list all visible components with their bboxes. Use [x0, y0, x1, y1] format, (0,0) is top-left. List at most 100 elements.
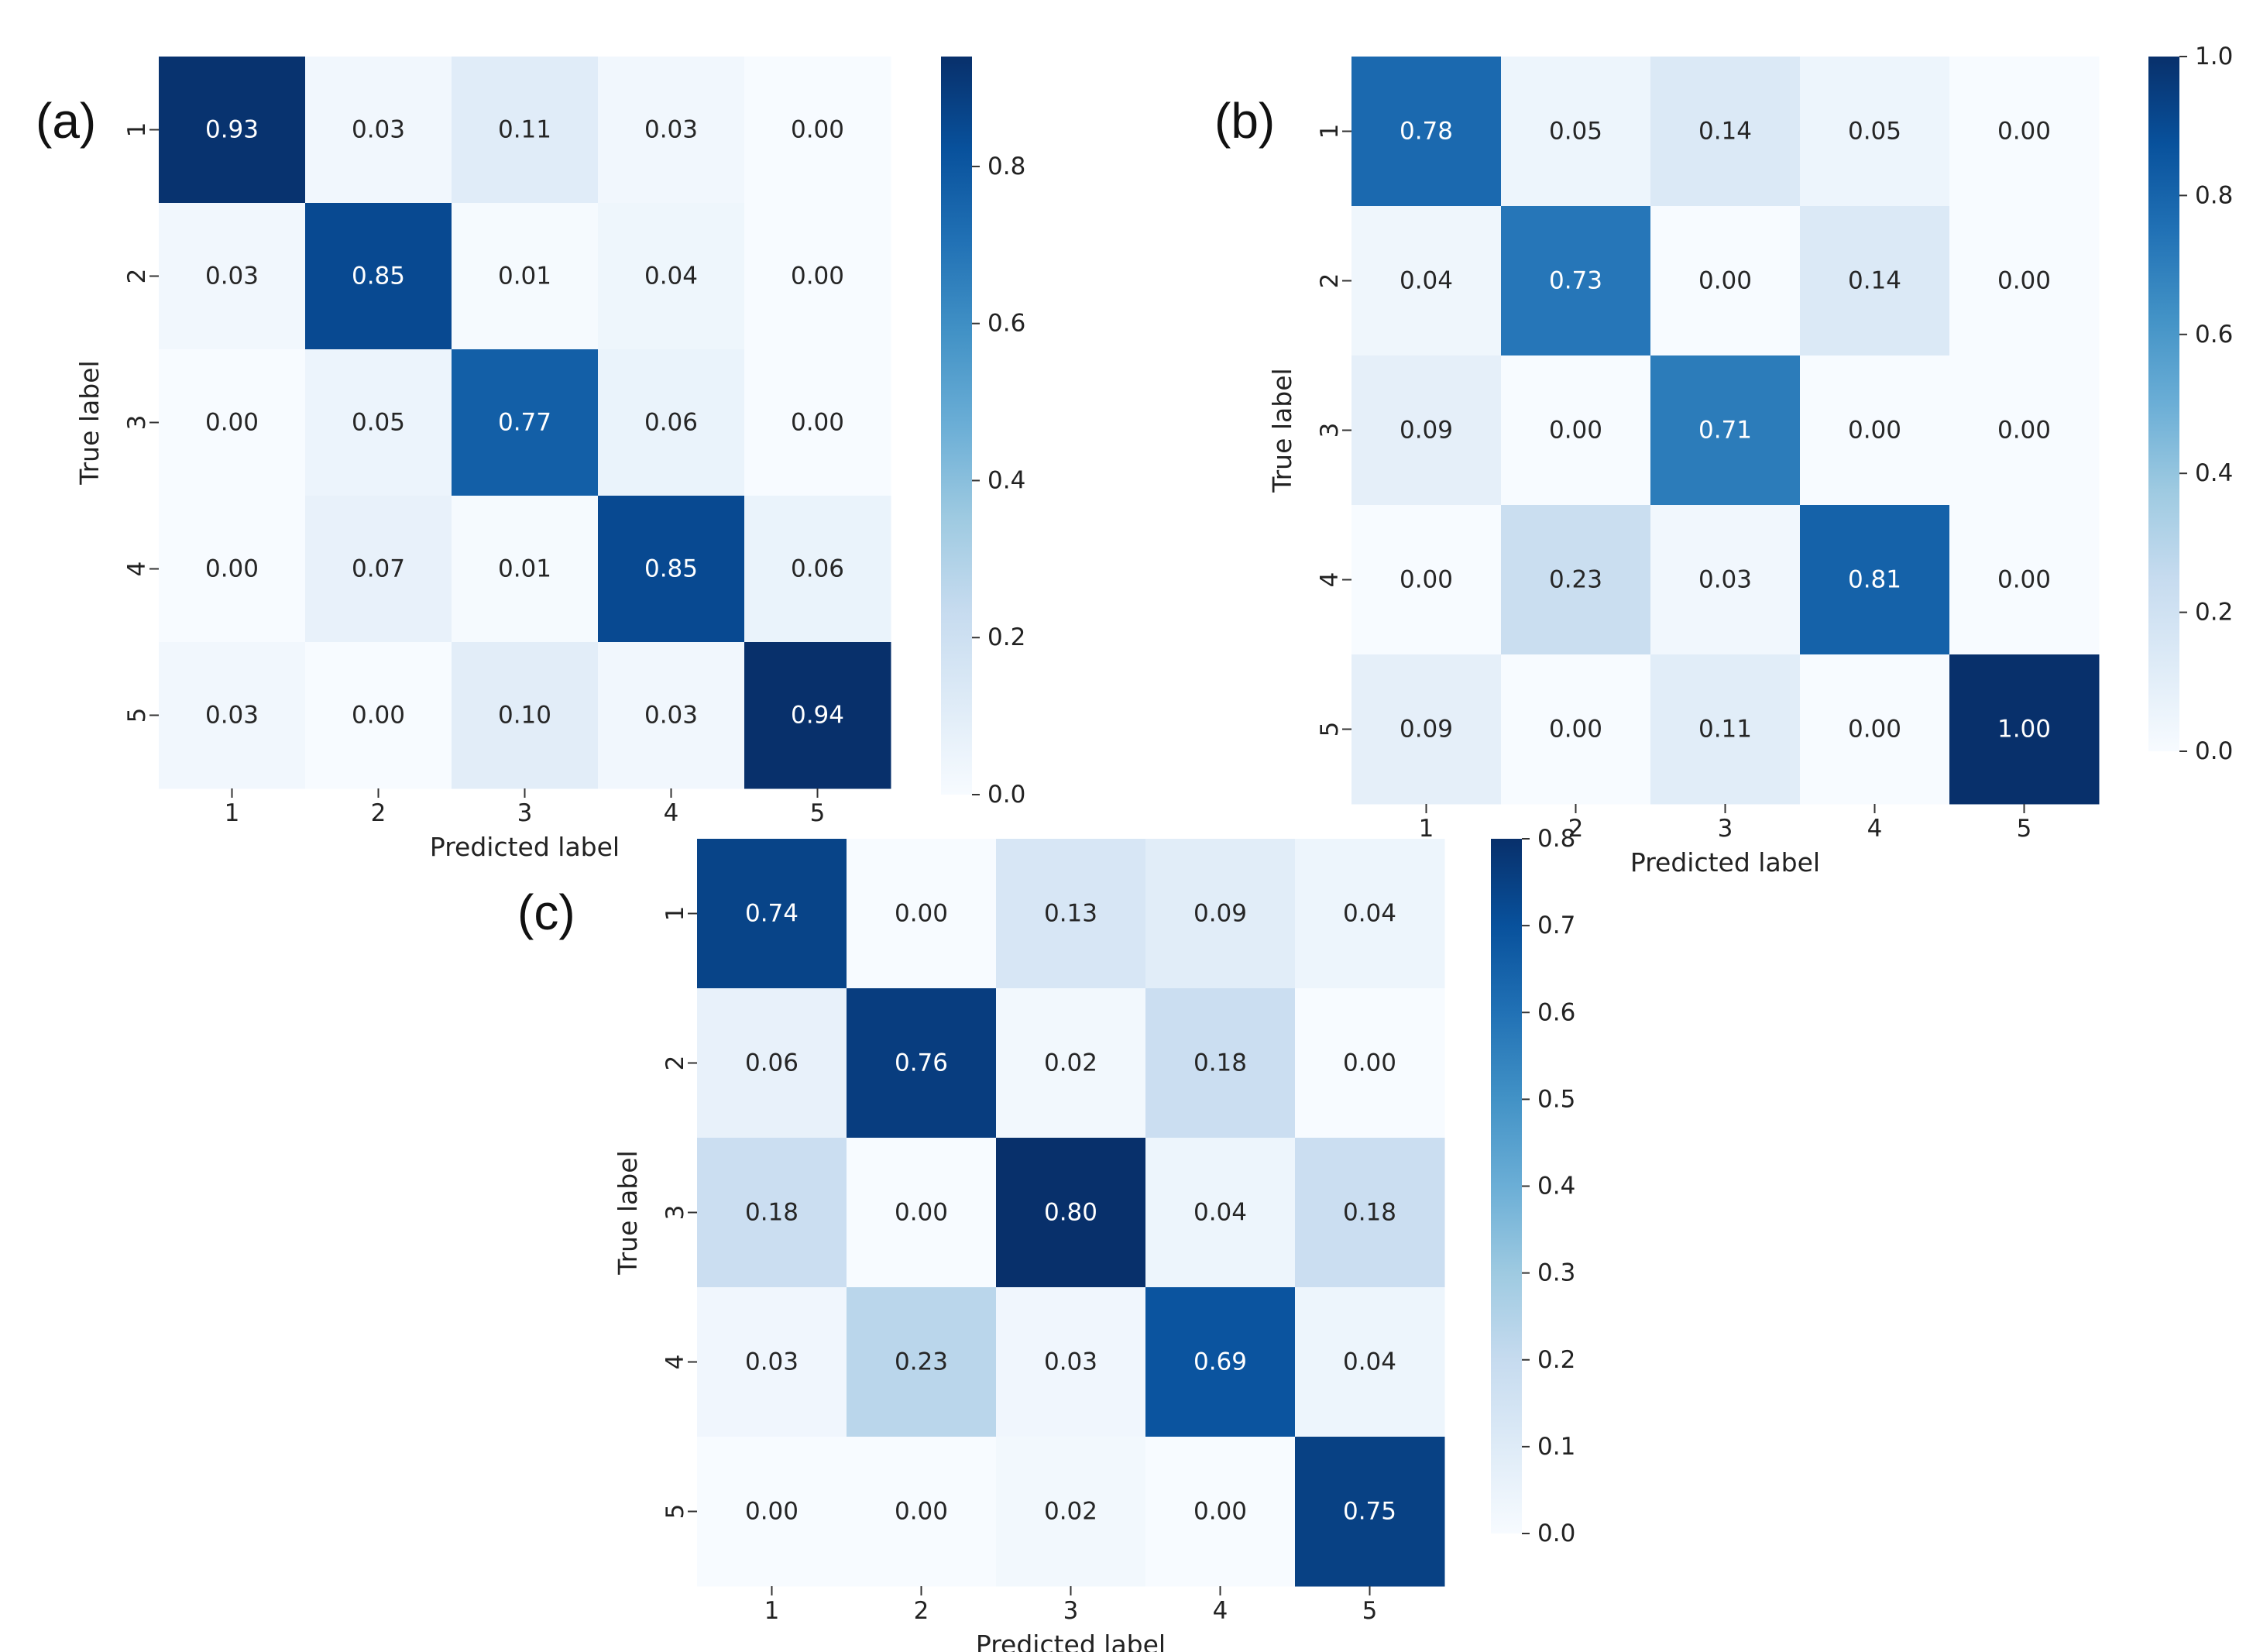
colorbar-tick-label: 0.2 [2195, 599, 2233, 627]
heatmap-cell [1949, 654, 2100, 805]
heatmap-cell [305, 496, 452, 643]
heatmap-cell [1650, 355, 1801, 506]
x-tick-label: 4 [1213, 1597, 1228, 1625]
y-tick-label: 2 [661, 1056, 689, 1071]
colorbar-tick-label: 0.7 [1537, 912, 1575, 939]
cell-value-label: 0.00 [1997, 267, 2051, 295]
cell-value-label: 0.04 [1400, 267, 1453, 295]
y-tick-label: 4 [661, 1355, 689, 1370]
cell-value-label: 0.18 [745, 1199, 799, 1227]
cell-value-label: 0.73 [1549, 267, 1602, 295]
cell-value-label: 0.00 [1549, 417, 1602, 445]
x-tick-label: 2 [371, 799, 386, 827]
heatmap-cell [1501, 206, 1651, 356]
cell-value-label: 0.05 [1549, 118, 1602, 146]
x-tick-label: 3 [1063, 1597, 1079, 1625]
cell-value-label: 0.00 [791, 116, 844, 144]
heatmap-cell [1351, 505, 1502, 655]
heatmap-cell [598, 349, 745, 496]
heatmap-cell [305, 57, 452, 204]
cell-value-label: 0.00 [1400, 566, 1453, 594]
heatmap-cell [697, 839, 847, 989]
heatmap-cell [159, 203, 306, 350]
cell-value-label: 0.04 [1343, 1348, 1396, 1376]
cell-value-label: 0.00 [205, 555, 259, 583]
cell-value-label: 0.01 [498, 263, 551, 290]
cell-value-label: 0.05 [352, 409, 405, 437]
cell-value-label: 0.77 [498, 409, 551, 437]
panel-0: 0.93 0.03 0.11 0.03 0.000.03 0.85 0.01 0.04 0.00… [36, 57, 1025, 862]
colorbar-tick-label: 0.6 [987, 310, 1025, 338]
x-tick-label: 4 [664, 799, 679, 827]
heatmap-cell [1650, 57, 1801, 207]
colorbar-tick-label: 0.6 [1537, 998, 1575, 1026]
heatmap-cell [1800, 206, 1950, 356]
heatmap-cell [1650, 654, 1801, 805]
heatmap-cell [744, 57, 891, 204]
heatmap-cell [452, 203, 599, 350]
heatmap-cell [1800, 654, 1950, 805]
heatmap-cell [598, 57, 745, 204]
cell-value-label: 0.75 [1343, 1498, 1396, 1526]
x-tick-label: 1 [764, 1597, 780, 1625]
colorbar-tick-label: 0.0 [1537, 1520, 1575, 1547]
x-tick-label: 5 [2017, 815, 2032, 843]
heatmap-cell [452, 57, 599, 204]
heatmap-cell [697, 1287, 847, 1437]
x-tick-label: 3 [1718, 815, 1733, 843]
y-tick-label: 5 [661, 1504, 689, 1520]
cell-value-label: 0.93 [205, 116, 259, 144]
cell-value-label: 0.00 [1997, 118, 2051, 146]
x-tick-label: 5 [810, 799, 826, 827]
y-tick-label: 1 [661, 906, 689, 922]
panel-1: 0.78 0.05 0.14 0.05 0.000.04 0.73 0.00 0.14 0.00… [1214, 43, 2233, 878]
y-tick-label: 1 [1316, 124, 1344, 139]
x-axis-title: Predicted label [976, 1630, 1166, 1652]
cell-value-label: 0.00 [1848, 716, 1901, 744]
x-tick-label: 2 [1568, 815, 1584, 843]
cell-value-label: 0.80 [1044, 1199, 1097, 1227]
cell-value-label: 0.03 [205, 263, 259, 290]
cell-value-label: 0.00 [1698, 267, 1752, 295]
heatmap-cell [598, 203, 745, 350]
cell-value-label: 0.78 [1400, 118, 1453, 146]
y-tick-label: 2 [123, 269, 151, 284]
x-tick-label: 1 [1419, 815, 1434, 843]
heatmap-cell [1295, 839, 1445, 989]
heatmap-cell [452, 349, 599, 496]
heatmap-cell [744, 496, 891, 643]
cell-value-label: 0.00 [745, 1498, 799, 1526]
cell-value-label: 0.00 [1997, 566, 2051, 594]
colorbar-tick-label: 0.6 [2195, 321, 2233, 349]
heatmap-cell [1949, 57, 2100, 207]
y-axis-title: True label [1267, 368, 1297, 493]
cell-value-label: 0.00 [1549, 716, 1602, 744]
x-tick-label: 2 [914, 1597, 929, 1625]
heatmap-cell [1949, 206, 2100, 356]
cell-value-label: 0.06 [644, 409, 698, 437]
heatmap-cell [1501, 654, 1651, 805]
y-tick-label: 5 [1316, 722, 1344, 737]
colorbar-tick-label: 0.4 [2195, 459, 2233, 487]
heatmap-cell [847, 1287, 997, 1437]
heatmap-cell [1295, 988, 1445, 1139]
cell-value-label: 0.10 [498, 702, 551, 730]
colorbar-tick-label: 0.0 [987, 781, 1025, 809]
cell-value-label: 0.04 [1193, 1199, 1247, 1227]
cell-value-label: 0.14 [1698, 118, 1752, 146]
cell-value-label: 0.03 [1698, 566, 1752, 594]
cell-value-label: 0.23 [1549, 566, 1602, 594]
y-tick-label: 3 [1316, 423, 1344, 438]
cell-value-label: 0.09 [1400, 417, 1453, 445]
heatmap-cell [1650, 505, 1801, 655]
cell-value-label: 0.94 [791, 702, 844, 730]
colorbar-tick-label: 1.0 [2195, 43, 2233, 70]
heatmap-cell [1501, 505, 1651, 655]
cell-value-label: 0.13 [1044, 900, 1097, 928]
heatmap-cell [744, 203, 891, 350]
cell-value-label: 0.07 [352, 555, 405, 583]
heatmap-cell [996, 1138, 1146, 1288]
x-tick-label: 5 [1362, 1597, 1378, 1625]
heatmap-cell [697, 1437, 847, 1587]
